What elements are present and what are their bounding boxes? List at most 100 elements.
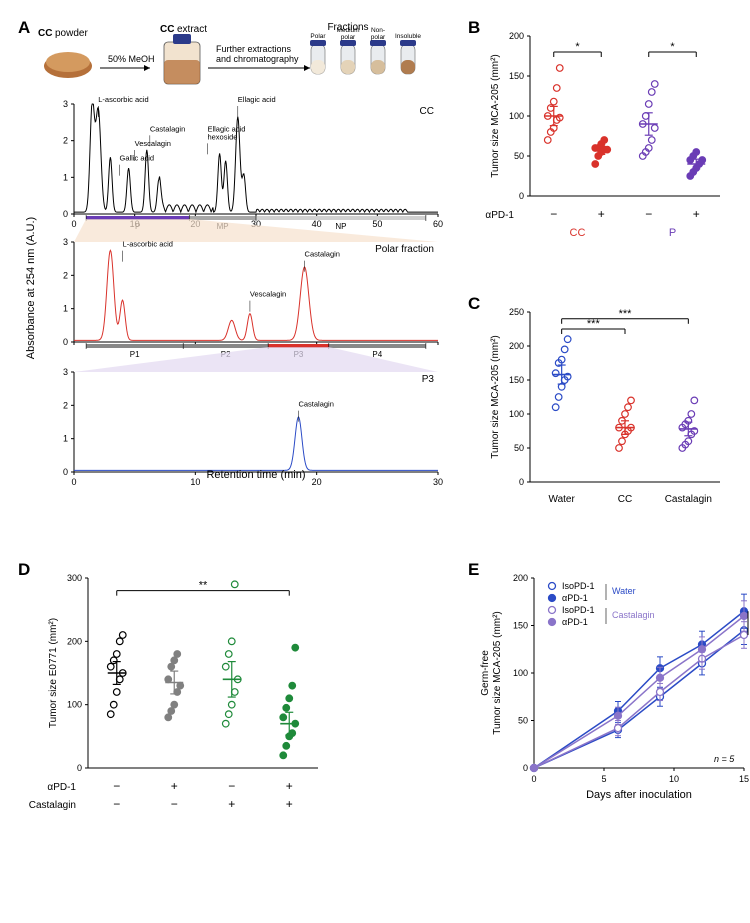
- svg-text:0: 0: [519, 477, 524, 487]
- svg-text:CC: CC: [420, 106, 434, 117]
- panel-B: B 050100150200Tumor size MCA-205 (mm²)**…: [468, 18, 738, 282]
- svg-text:0: 0: [63, 337, 68, 347]
- svg-text:0: 0: [531, 774, 536, 784]
- svg-text:polar: polar: [341, 34, 356, 41]
- svg-text:−: −: [171, 797, 178, 811]
- svg-text:200: 200: [67, 636, 82, 646]
- svg-text:200: 200: [509, 31, 524, 41]
- svg-text:1: 1: [63, 434, 68, 444]
- svg-text:*: *: [670, 41, 675, 53]
- svg-text:200: 200: [513, 573, 528, 583]
- svg-text:10: 10: [669, 774, 679, 784]
- svg-text:10: 10: [190, 477, 200, 487]
- svg-text:50: 50: [514, 151, 524, 161]
- svg-text:***: ***: [587, 318, 601, 330]
- panel-A-label: A: [18, 18, 30, 38]
- svg-text:200: 200: [509, 341, 524, 351]
- svg-text:IsoPD-1: IsoPD-1: [562, 605, 595, 615]
- svg-text:−: −: [550, 207, 557, 221]
- svg-text:50: 50: [372, 219, 382, 229]
- svg-text:0: 0: [519, 191, 524, 201]
- svg-text:Water: Water: [612, 586, 636, 596]
- svg-text:0: 0: [523, 763, 528, 773]
- svg-text:1: 1: [63, 304, 68, 314]
- svg-text:+: +: [598, 207, 605, 221]
- svg-text:250: 250: [509, 307, 524, 317]
- panel-E-svg: 050100150200051015Germ-freeTumor size MC…: [468, 560, 750, 850]
- svg-text:CC: CC: [618, 494, 632, 505]
- svg-text:100: 100: [509, 111, 524, 121]
- panel-B-label: B: [468, 18, 480, 38]
- svg-text:hexoside: hexoside: [207, 132, 237, 141]
- svg-text:30: 30: [433, 477, 443, 487]
- svg-text:Castalagin: Castalagin: [305, 250, 340, 259]
- svg-text:Tumor size MCA-205 (mm²): Tumor size MCA-205 (mm²): [492, 611, 503, 735]
- svg-text:and chromatography: and chromatography: [216, 54, 299, 64]
- svg-text:150: 150: [509, 375, 524, 385]
- panel-D: D 0100200300Tumor size E0771 (mm²)**αPD-…: [18, 560, 458, 850]
- svg-text:2: 2: [63, 400, 68, 410]
- svg-text:3: 3: [63, 237, 68, 247]
- svg-text:Absorbance at 254 nm (A.U.): Absorbance at 254 nm (A.U.): [25, 217, 37, 359]
- svg-text:extract: extract: [177, 24, 207, 35]
- svg-text:Polar fraction: Polar fraction: [375, 244, 434, 255]
- svg-text:Gallic acid: Gallic acid: [120, 154, 155, 163]
- svg-text:0: 0: [71, 477, 76, 487]
- svg-text:0: 0: [77, 763, 82, 773]
- svg-text:3: 3: [63, 367, 68, 377]
- panel-C-svg: 050100150200250Tumor size MCA-205 (mm²)*…: [468, 294, 738, 534]
- svg-text:+: +: [286, 797, 293, 811]
- svg-text:P3: P3: [422, 374, 435, 385]
- svg-text:0: 0: [71, 219, 76, 229]
- svg-text:100: 100: [67, 700, 82, 710]
- svg-text:Insoluble: Insoluble: [395, 33, 421, 40]
- svg-text:Medium: Medium: [336, 27, 359, 34]
- svg-text:150: 150: [509, 71, 524, 81]
- svg-text:αPD-1: αPD-1: [562, 593, 588, 603]
- svg-text:CC: CC: [38, 28, 52, 39]
- svg-text:**: **: [199, 580, 208, 592]
- svg-text:+: +: [693, 207, 700, 221]
- svg-text:100: 100: [509, 409, 524, 419]
- svg-text:NP: NP: [335, 222, 346, 231]
- panel-A: A CC powder50% MeOHCC extractFurther ext…: [18, 18, 458, 548]
- svg-text:20: 20: [312, 477, 322, 487]
- svg-text:CC: CC: [570, 227, 586, 239]
- svg-text:Castalagin: Castalagin: [612, 610, 655, 620]
- svg-text:polar: polar: [371, 34, 386, 41]
- svg-text:Castalagin: Castalagin: [150, 124, 185, 133]
- svg-text:−: −: [228, 779, 235, 793]
- svg-text:αPD-1: αPD-1: [485, 210, 514, 221]
- svg-text:Tumor size MCA-205 (mm²): Tumor size MCA-205 (mm²): [490, 335, 501, 459]
- panel-E-label: E: [468, 560, 479, 580]
- svg-text:n = 5: n = 5: [714, 754, 735, 764]
- svg-text:5: 5: [601, 774, 606, 784]
- svg-text:CC: CC: [160, 24, 174, 35]
- svg-text:−: −: [645, 207, 652, 221]
- svg-text:Tumor size E0771 (mm²): Tumor size E0771 (mm²): [48, 618, 59, 728]
- svg-text:2: 2: [63, 136, 68, 146]
- svg-text:+: +: [228, 797, 235, 811]
- svg-text:Polar: Polar: [310, 33, 326, 40]
- svg-text:+: +: [171, 779, 178, 793]
- svg-text:Non-: Non-: [371, 27, 385, 34]
- svg-text:Vescalagin: Vescalagin: [135, 139, 171, 148]
- panel-D-svg: 0100200300Tumor size E0771 (mm²)**αPD-1−…: [18, 560, 358, 850]
- svg-text:Vescalagin: Vescalagin: [250, 290, 286, 299]
- panel-D-label: D: [18, 560, 30, 580]
- svg-text:Days after inoculation: Days after inoculation: [586, 789, 692, 801]
- svg-text:αPD-1: αPD-1: [47, 782, 76, 793]
- svg-text:Germ-free: Germ-free: [480, 650, 491, 696]
- svg-text:Further extractions: Further extractions: [216, 44, 292, 54]
- svg-text:L-ascorbic acid: L-ascorbic acid: [123, 240, 173, 249]
- svg-text:2: 2: [63, 270, 68, 280]
- svg-text:Castalagin: Castalagin: [29, 800, 76, 811]
- svg-text:αPD-1: αPD-1: [562, 617, 588, 627]
- svg-text:Retention time (min): Retention time (min): [206, 469, 305, 481]
- svg-text:Water: Water: [549, 494, 576, 505]
- svg-text:50% MeOH: 50% MeOH: [108, 54, 155, 64]
- svg-text:−: −: [113, 779, 120, 793]
- svg-text:1: 1: [63, 172, 68, 182]
- svg-text:3: 3: [63, 99, 68, 109]
- svg-text:150: 150: [513, 621, 528, 631]
